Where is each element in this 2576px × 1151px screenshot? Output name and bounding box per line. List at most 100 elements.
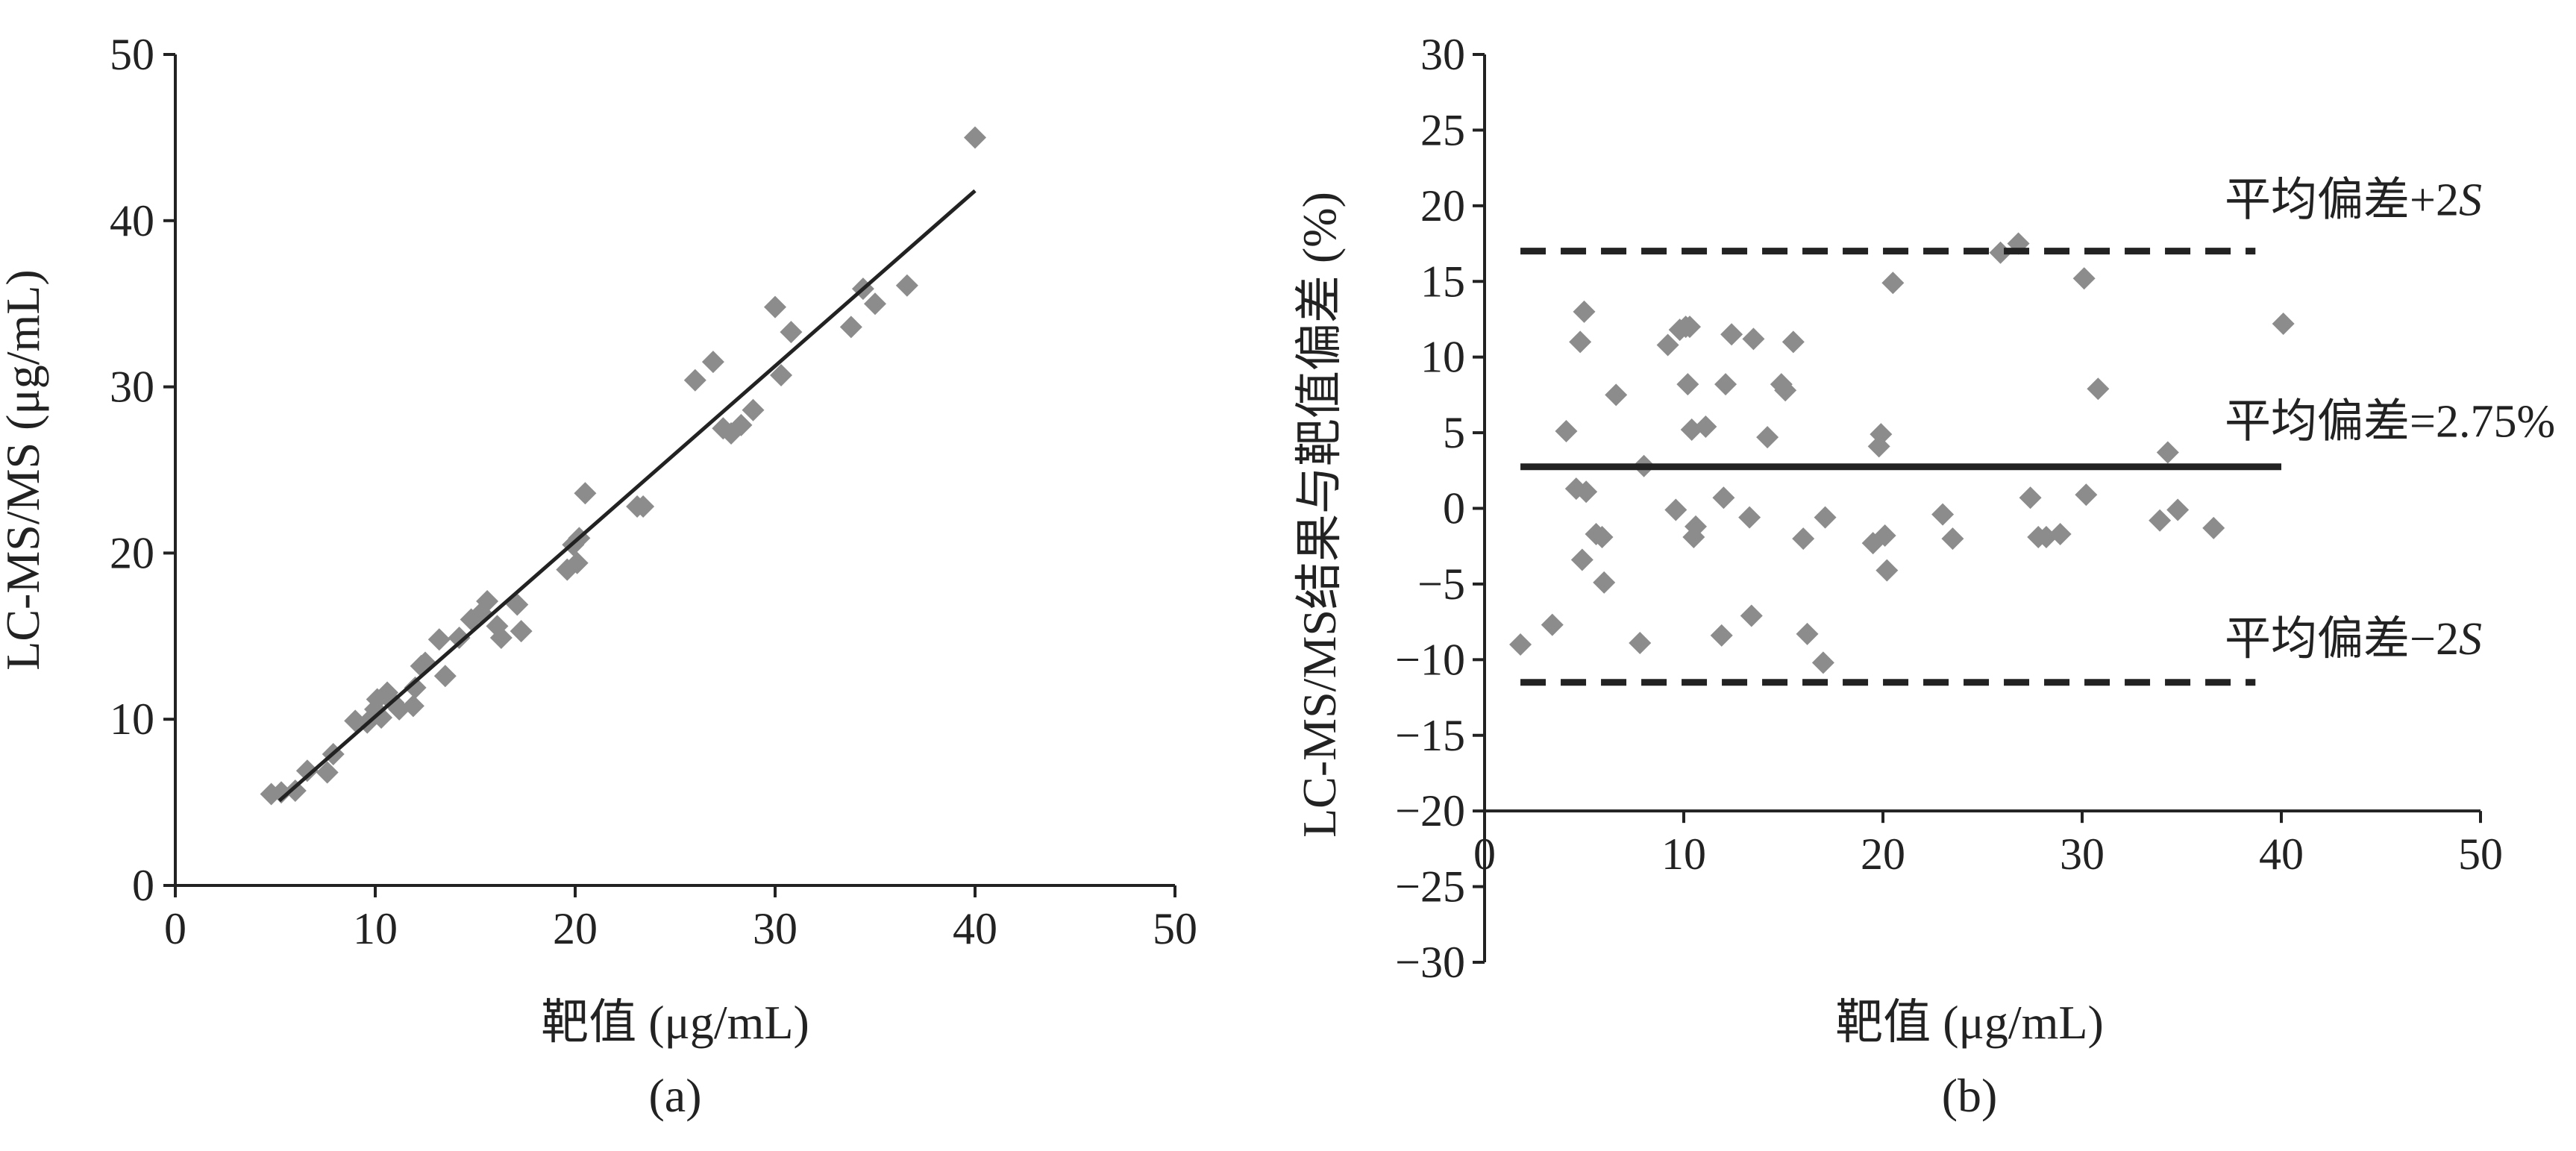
lower-limit-label-text: 平均偏差−2 (2225, 614, 2459, 665)
panel-b-x-tick-label: 50 (2458, 829, 2503, 879)
panel-b-point (1774, 379, 1797, 402)
panel-b-point (1679, 316, 1702, 339)
upper-limit-label-italic: S (2459, 175, 2482, 226)
panel-b-point (1656, 333, 1679, 357)
panel-b-point (1676, 373, 1699, 396)
panel-b-scatter-chart: 0 10 20 30 40 50 −30 −25 −20 −15 −10 −5 0 5 10 15 20 25 3… (1293, 30, 2555, 1122)
panel-a-y-tick-label: 20 (110, 528, 154, 577)
panel-b-point (1814, 506, 1837, 529)
panel-a-x-tick-label: 30 (753, 904, 797, 953)
panel-a-x-tick-label: 50 (1153, 904, 1197, 953)
panel-a-x-tick-label: 40 (953, 904, 997, 953)
panel-b-point (1792, 527, 1815, 551)
panel-a-point (370, 706, 393, 729)
panel-a-point (864, 292, 886, 316)
panel-a-point (295, 759, 319, 783)
panel-a-point (742, 398, 765, 421)
panel-b-y-tick-label: 20 (1420, 181, 1465, 230)
panel-b-point (1575, 480, 1598, 504)
panel-b-point (1796, 622, 1819, 645)
panel-b-x-tick-label: 0 (1473, 829, 1496, 879)
panel-b-y-tick-label: 10 (1420, 333, 1465, 382)
panel-b-point (1573, 300, 1596, 323)
panel-b-point (1629, 632, 1652, 655)
panel-a-point (401, 694, 424, 718)
panel-b-point (2202, 516, 2225, 539)
panel-a-y-tick-label: 0 (132, 861, 154, 910)
panel-a-point (510, 620, 533, 643)
panel-b-point (1569, 330, 1592, 354)
panel-b-x-tick-label: 40 (2259, 829, 2304, 879)
panel-a-point (780, 321, 803, 344)
panel-b-point (1811, 651, 1834, 674)
lower-limit-label-italic: S (2459, 614, 2482, 665)
panel-a-point (448, 627, 471, 650)
panel-b-point (1740, 604, 1763, 627)
panel-b-point (1873, 524, 1896, 548)
panel-a-y-axis-label: LC-MS/MS (μg/mL) (0, 269, 49, 670)
panel-b-point (1720, 323, 1743, 346)
panel-b-lower-limit-label: 平均偏差−2S (2225, 614, 2482, 665)
panel-a-y-tick-label: 30 (110, 363, 154, 412)
panel-b-point (1714, 373, 1737, 396)
panel-b-point (1712, 486, 1735, 509)
panel-a-point (433, 665, 457, 688)
panel-a-point (964, 126, 986, 149)
panel-b-point (1685, 515, 1708, 538)
panel-a-point (316, 761, 339, 784)
panel-b-point (2149, 509, 2172, 532)
panel-b-y-tick-label: −30 (1395, 938, 1465, 987)
panel-b-point (1570, 548, 1593, 571)
panel-b-point (1781, 330, 1805, 354)
panel-b-upper-limit-label: 平均偏差+2S (2225, 175, 2482, 226)
panel-a-point (730, 413, 753, 436)
panel-b-point (1593, 571, 1616, 594)
panel-a-y-tick-label: 10 (110, 694, 154, 744)
panel-b-y-tick-label: 0 (1443, 484, 1465, 533)
panel-b-x-axis-label: 靶值 (μg/mL) (1835, 996, 2104, 1049)
panel-a-label: (a) (648, 1069, 701, 1122)
panel-a-x-tick-label: 10 (353, 904, 398, 953)
panel-a-point (574, 482, 597, 505)
panel-b-label: (b) (1942, 1069, 1998, 1122)
panel-a-point (770, 364, 793, 387)
panel-b-point (1605, 383, 1628, 407)
panel-b-y-tick-label: −5 (1417, 559, 1465, 609)
panel-b-point (1870, 423, 1893, 446)
panel-a-regression-line (278, 189, 977, 803)
panel-a-scatter-chart: 0 10 20 30 40 50 0 10 20 30 40 50 靶值 (μg/mL) LC-MS… (0, 30, 1197, 1122)
panel-b-point (2156, 441, 2179, 464)
panel-b-x-tick-label: 20 (1861, 829, 1905, 879)
panel-a-point (632, 495, 655, 518)
panel-a-point (404, 676, 427, 699)
panel-b-y-ticks: −30 −25 −20 −15 −10 −5 0 5 10 15 20 25 30 (1395, 30, 1485, 987)
panel-a-y-ticks: 0 10 20 30 40 50 (110, 30, 175, 910)
panel-b-point (2049, 522, 2072, 545)
panel-b-y-tick-label: 25 (1420, 105, 1465, 154)
panel-b-point (2019, 486, 2042, 509)
panel-b-point (1710, 624, 1733, 647)
panel-a-point (701, 351, 724, 374)
panel-a-y-tick-label: 40 (110, 196, 154, 245)
panel-b-point (1931, 503, 1955, 526)
panel-b-x-tick-label: 10 (1661, 829, 1706, 879)
panel-b-y-tick-label: 5 (1443, 408, 1465, 457)
panel-b-point (2166, 498, 2190, 521)
panel-b-x-ticks: 0 10 20 30 40 50 (1473, 811, 2503, 879)
panel-b-x-tick-label: 30 (2060, 829, 2105, 879)
panel-b-y-tick-label: −25 (1395, 862, 1465, 912)
panel-b-point (1875, 559, 1899, 582)
panel-b-point (1509, 633, 1532, 656)
panel-b-y-tick-label: −20 (1395, 786, 1465, 835)
upper-limit-label-text: 平均偏差+2 (2225, 175, 2459, 226)
panel-b-point (1664, 498, 1687, 521)
panel-b-points (1509, 232, 2295, 674)
panel-b-mean-bias-label: 平均偏差=2.75% (2225, 397, 2555, 448)
panel-b-point (1591, 526, 1614, 549)
panel-b-point (2075, 483, 2098, 506)
panel-a-x-tick-label: 20 (553, 904, 598, 953)
panel-a-point (683, 368, 706, 392)
panel-a-x-ticks: 0 10 20 30 40 50 (164, 885, 1197, 953)
panel-a-point (476, 590, 499, 613)
